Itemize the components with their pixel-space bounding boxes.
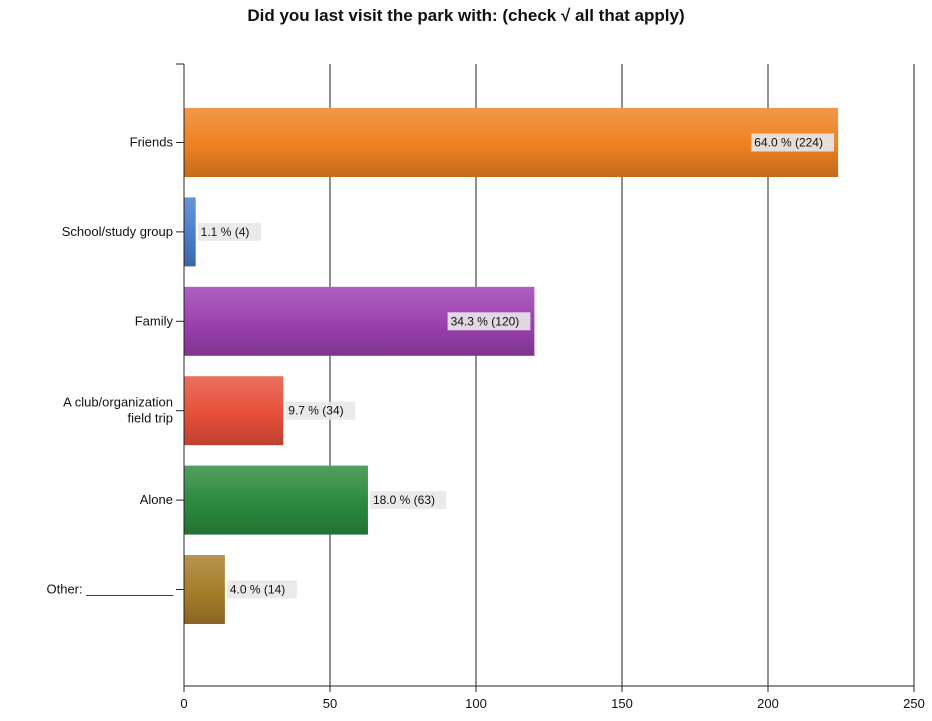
grid-lines — [329, 64, 915, 686]
x-tick-label: 100 — [465, 696, 487, 711]
bar — [184, 108, 839, 177]
category-label: Other: ____________ — [47, 582, 174, 597]
data-label: 34.3 % (120) — [451, 314, 520, 328]
data-label: 4.0 % (14) — [230, 583, 285, 597]
x-tick-label: 200 — [757, 696, 779, 711]
data-label-box — [751, 133, 835, 152]
category-label: A club/organization — [63, 395, 173, 410]
category-label: Friends — [130, 135, 174, 150]
data-label-box — [197, 222, 262, 241]
data-label: 1.1 % (4) — [201, 225, 250, 239]
chart-title: Did you last visit the park with: (check… — [247, 6, 685, 25]
bar — [184, 197, 196, 267]
data-label-box — [369, 491, 447, 510]
x-tick-label: 0 — [180, 696, 187, 711]
bar — [184, 555, 225, 624]
category-label: field trip — [127, 411, 173, 426]
category-label: Alone — [140, 492, 173, 507]
x-tick-label: 50 — [323, 696, 337, 711]
data-label: 9.7 % (34) — [288, 404, 343, 418]
category-label: Family — [135, 313, 174, 328]
data-label-box — [447, 312, 531, 331]
bar — [184, 376, 284, 446]
category-label: School/study group — [62, 224, 173, 239]
bar — [184, 465, 368, 535]
labels: 0 50 100 150 200 250 Friends 64.0 % (224) School… — [47, 133, 925, 711]
bars — [184, 108, 839, 624]
axes — [176, 63, 915, 692]
data-label-box — [226, 580, 297, 599]
data-label: 18.0 % (63) — [373, 493, 435, 507]
data-label-box — [285, 401, 356, 420]
x-tick-label: 250 — [903, 696, 925, 711]
x-tick-label: 150 — [611, 696, 633, 711]
data-label: 64.0 % (224) — [754, 136, 823, 150]
